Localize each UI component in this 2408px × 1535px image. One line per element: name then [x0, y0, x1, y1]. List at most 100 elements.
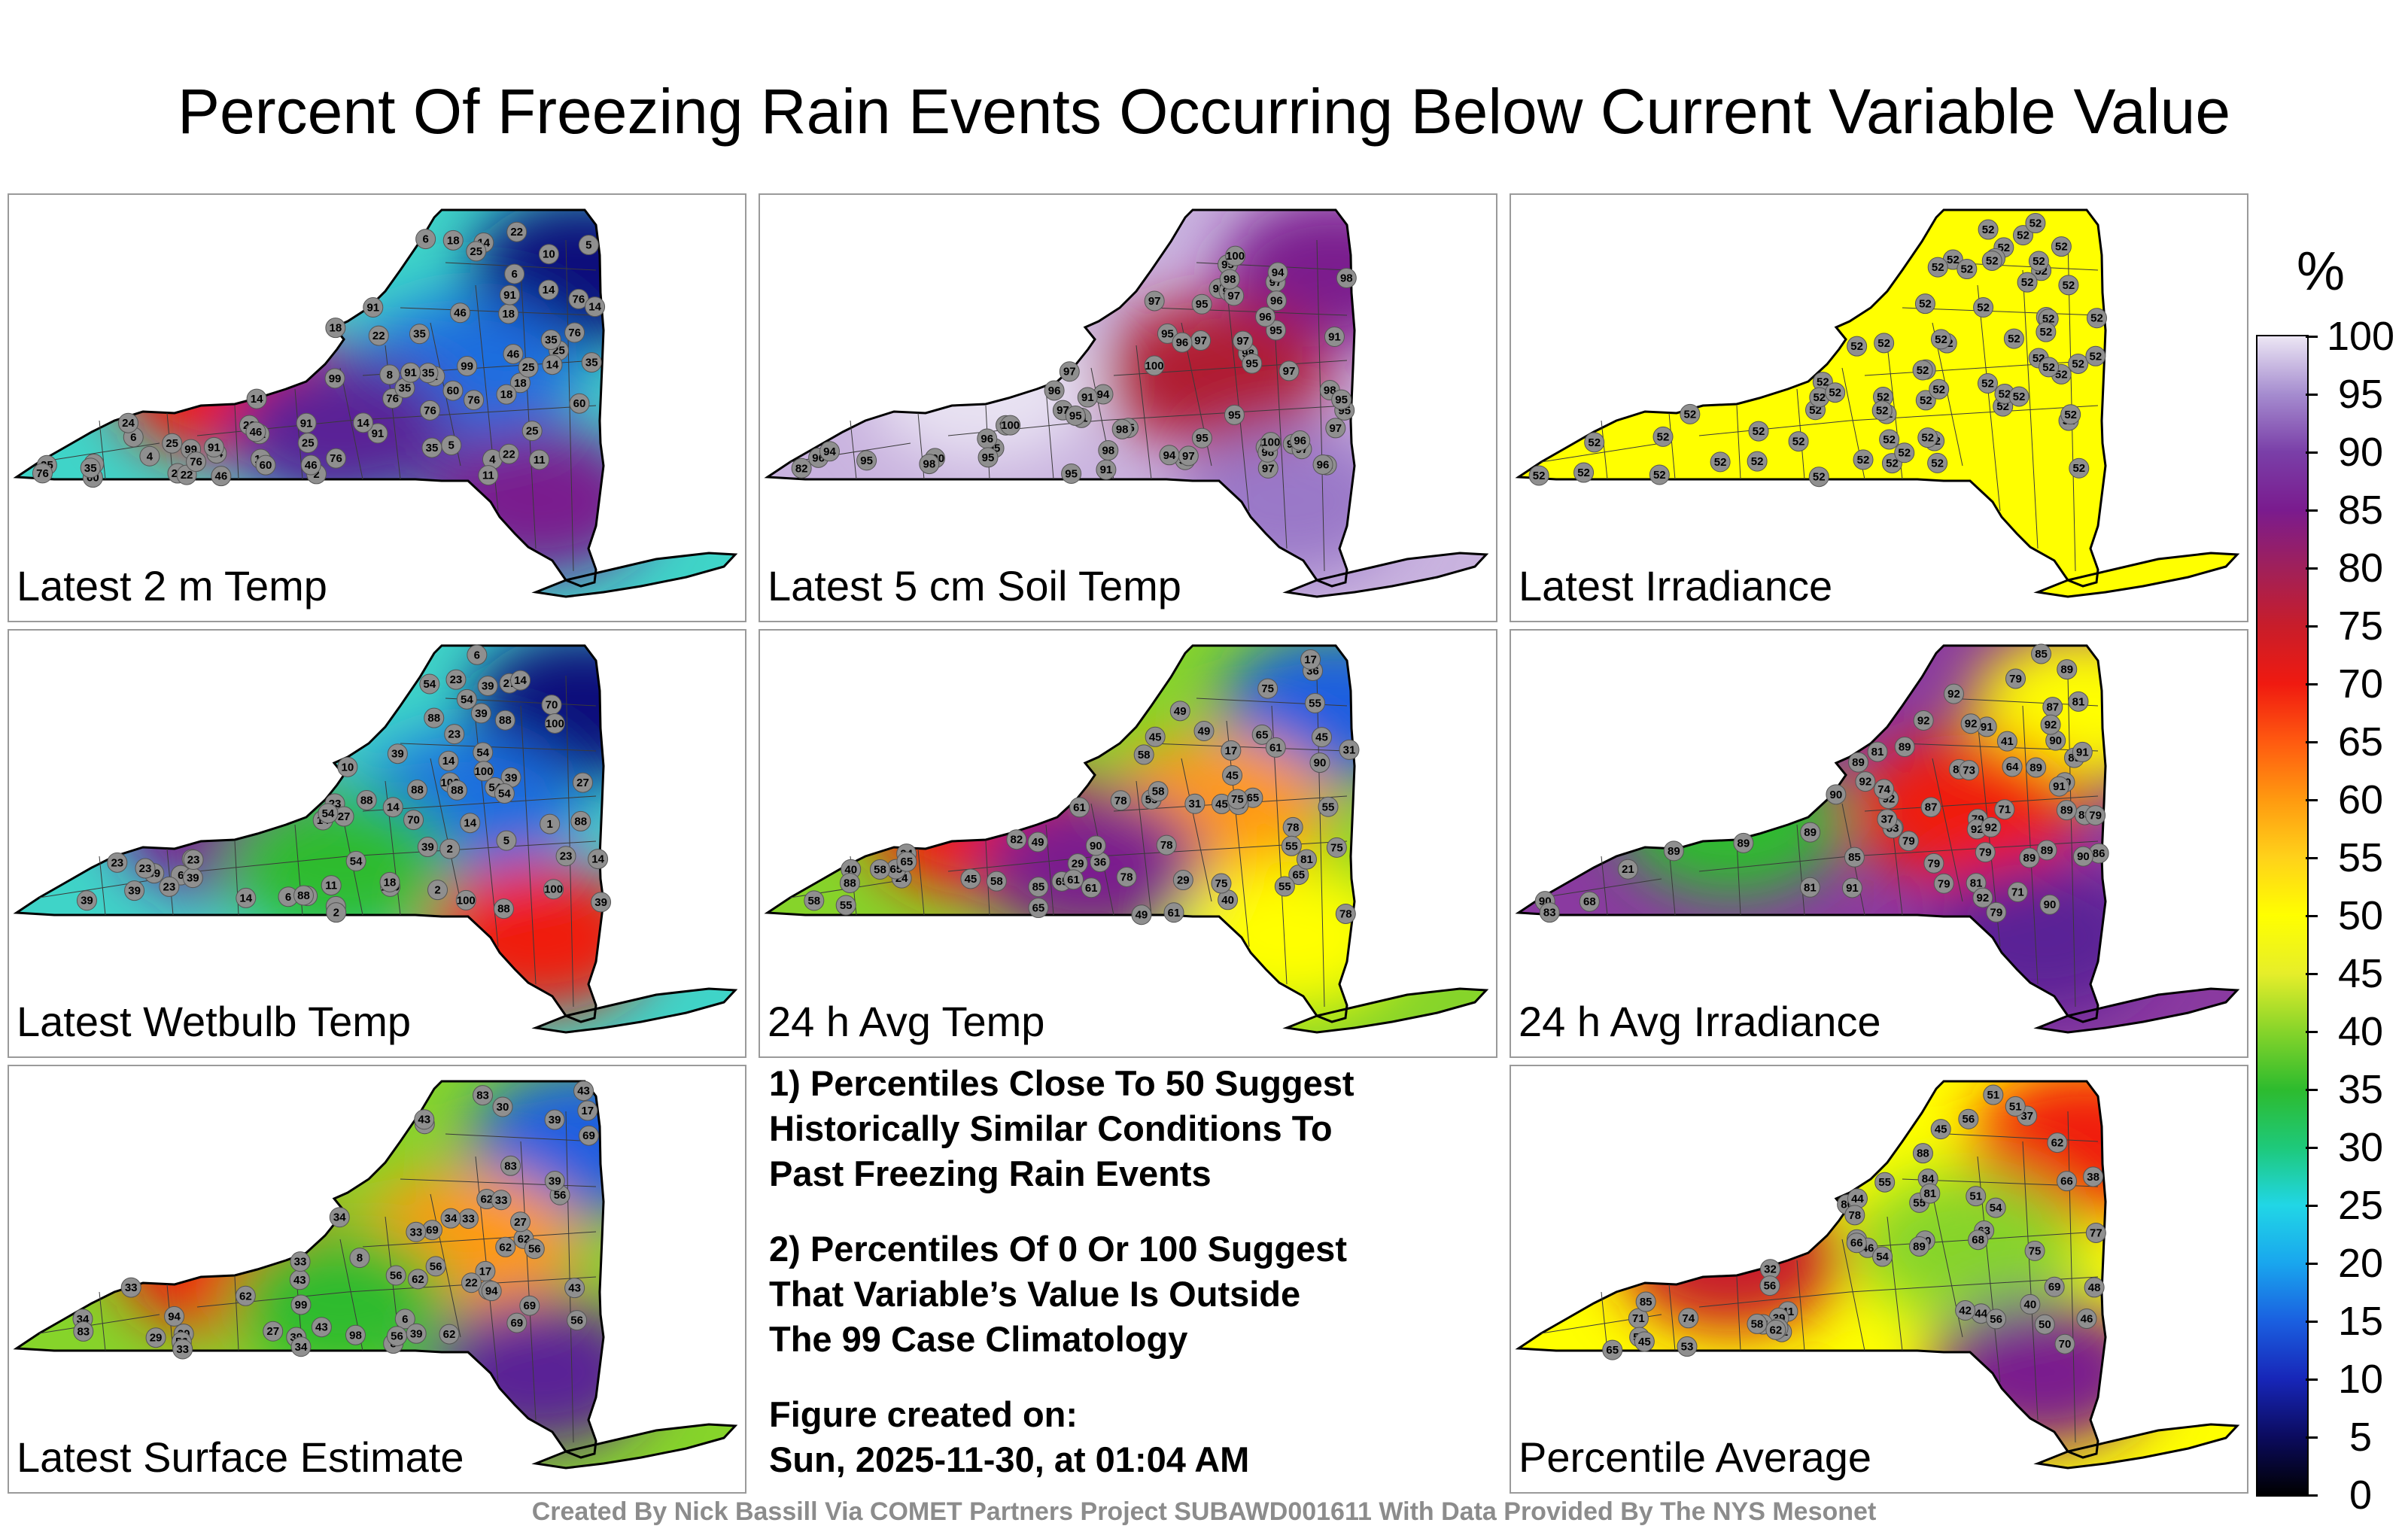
station-value: 85 — [1640, 1296, 1652, 1309]
station-marker — [896, 851, 917, 872]
station-marker — [2036, 321, 2057, 342]
station-value: 97 — [1262, 462, 1275, 475]
station-value: 82 — [795, 462, 808, 475]
colorbar-tick — [2306, 1494, 2318, 1497]
station-marker — [325, 318, 346, 339]
station-value: 56 — [1764, 1280, 1777, 1293]
station-marker — [2058, 275, 2079, 296]
colorbar-tick — [2306, 625, 2318, 628]
station-value: 68 — [1972, 1234, 1984, 1247]
station-value: 49 — [1032, 836, 1044, 849]
station-value: 52 — [2040, 326, 2053, 339]
station-value: 94 — [1163, 449, 1176, 462]
station-value: 90 — [1314, 757, 1327, 770]
station-value: 6 — [422, 233, 428, 246]
station-marker — [506, 221, 528, 242]
station-value: 99 — [461, 360, 473, 372]
station-value: 33 — [294, 1256, 307, 1269]
station-value: 56 — [528, 1243, 541, 1256]
station-marker — [1233, 330, 1254, 351]
station-marker — [263, 1321, 284, 1342]
station-value: 52 — [1981, 377, 1994, 390]
station-value: 40 — [1221, 894, 1234, 907]
station-marker — [869, 859, 890, 880]
station-marker — [1912, 360, 1933, 381]
station-marker — [1927, 452, 1948, 473]
ny-map: 8787838989909085838992139089717989838185… — [1515, 643, 2240, 1034]
station-value: 43 — [418, 1114, 430, 1126]
station-marker — [495, 1236, 516, 1257]
station-value: 70 — [2059, 1338, 2072, 1351]
station-marker — [139, 445, 160, 467]
state-outline — [2033, 987, 2240, 1034]
station-marker — [1222, 765, 1243, 786]
station-value: 43 — [568, 1282, 581, 1295]
station-value: 90 — [1830, 789, 1843, 801]
colorbar-tick-label: 90 — [2337, 430, 2384, 475]
station-value: 95 — [860, 454, 873, 467]
station-marker — [1826, 784, 1847, 805]
station-value: 14 — [251, 393, 263, 406]
station-value: 97 — [1283, 365, 1296, 378]
station-marker — [1312, 454, 1333, 475]
station-value: 2 — [333, 907, 339, 919]
station-value: 78 — [1114, 795, 1127, 807]
station-value: 55 — [1309, 697, 1321, 710]
station-marker — [1920, 1183, 1941, 1204]
station-value: 11 — [325, 880, 337, 892]
station-marker — [544, 1109, 565, 1130]
station-marker — [407, 1269, 428, 1290]
station-marker — [1927, 257, 1948, 278]
station-marker — [1159, 445, 1180, 466]
station-value: 91 — [1081, 391, 1094, 404]
station-marker — [540, 813, 561, 834]
station-value: 46 — [507, 348, 520, 360]
station-marker — [1318, 796, 1339, 817]
station-marker — [2047, 1132, 2068, 1154]
station-value: 14 — [588, 301, 601, 314]
station-value: 46 — [454, 307, 467, 320]
station-marker — [540, 330, 561, 351]
station-marker — [2028, 251, 2049, 272]
station-value: 75 — [2029, 1245, 2042, 1257]
station-value: 52 — [2021, 276, 2034, 289]
station-marker — [986, 871, 1007, 892]
station-marker — [1602, 1339, 1623, 1360]
station-marker — [1305, 692, 1326, 713]
map-panel: 1026182143928888233961465271007088614547… — [8, 629, 746, 1058]
station-marker — [444, 724, 465, 745]
colorbar-tick — [2306, 509, 2318, 512]
station-value: 97 — [1329, 422, 1342, 435]
station-marker — [293, 885, 315, 906]
station-marker — [1311, 727, 1332, 748]
station-value: 85 — [1848, 851, 1861, 864]
station-value: 66 — [2060, 1175, 2073, 1188]
station-marker — [2048, 776, 2069, 797]
station-marker — [567, 1310, 588, 1331]
station-marker — [1678, 1308, 1699, 1329]
station-marker — [424, 707, 445, 728]
station-marker — [819, 441, 840, 462]
station-value: 88 — [497, 903, 510, 916]
station-marker — [467, 644, 488, 665]
station-value: 39 — [482, 680, 494, 693]
station-marker — [1144, 290, 1165, 312]
ny-map: 9595969194959598959197979172919897979795… — [764, 208, 1489, 598]
station-marker — [494, 710, 515, 731]
station-value: 91 — [1846, 882, 1859, 895]
station-marker — [1077, 387, 1098, 408]
station-marker — [464, 390, 485, 411]
station-value: 85 — [1032, 881, 1045, 894]
station-marker — [500, 1155, 521, 1176]
station-value: 79 — [2009, 673, 2022, 685]
station-marker — [409, 324, 430, 345]
station-value: 45 — [1215, 798, 1228, 810]
station-value: 52 — [1932, 261, 1944, 274]
station-marker — [2060, 404, 2081, 425]
station-value: 77 — [2090, 1226, 2102, 1239]
station-value: 14 — [387, 801, 400, 814]
station-marker — [394, 1309, 415, 1330]
station-value: 56 — [430, 1260, 442, 1273]
station-marker — [977, 447, 999, 468]
station-value: 91 — [300, 417, 313, 430]
